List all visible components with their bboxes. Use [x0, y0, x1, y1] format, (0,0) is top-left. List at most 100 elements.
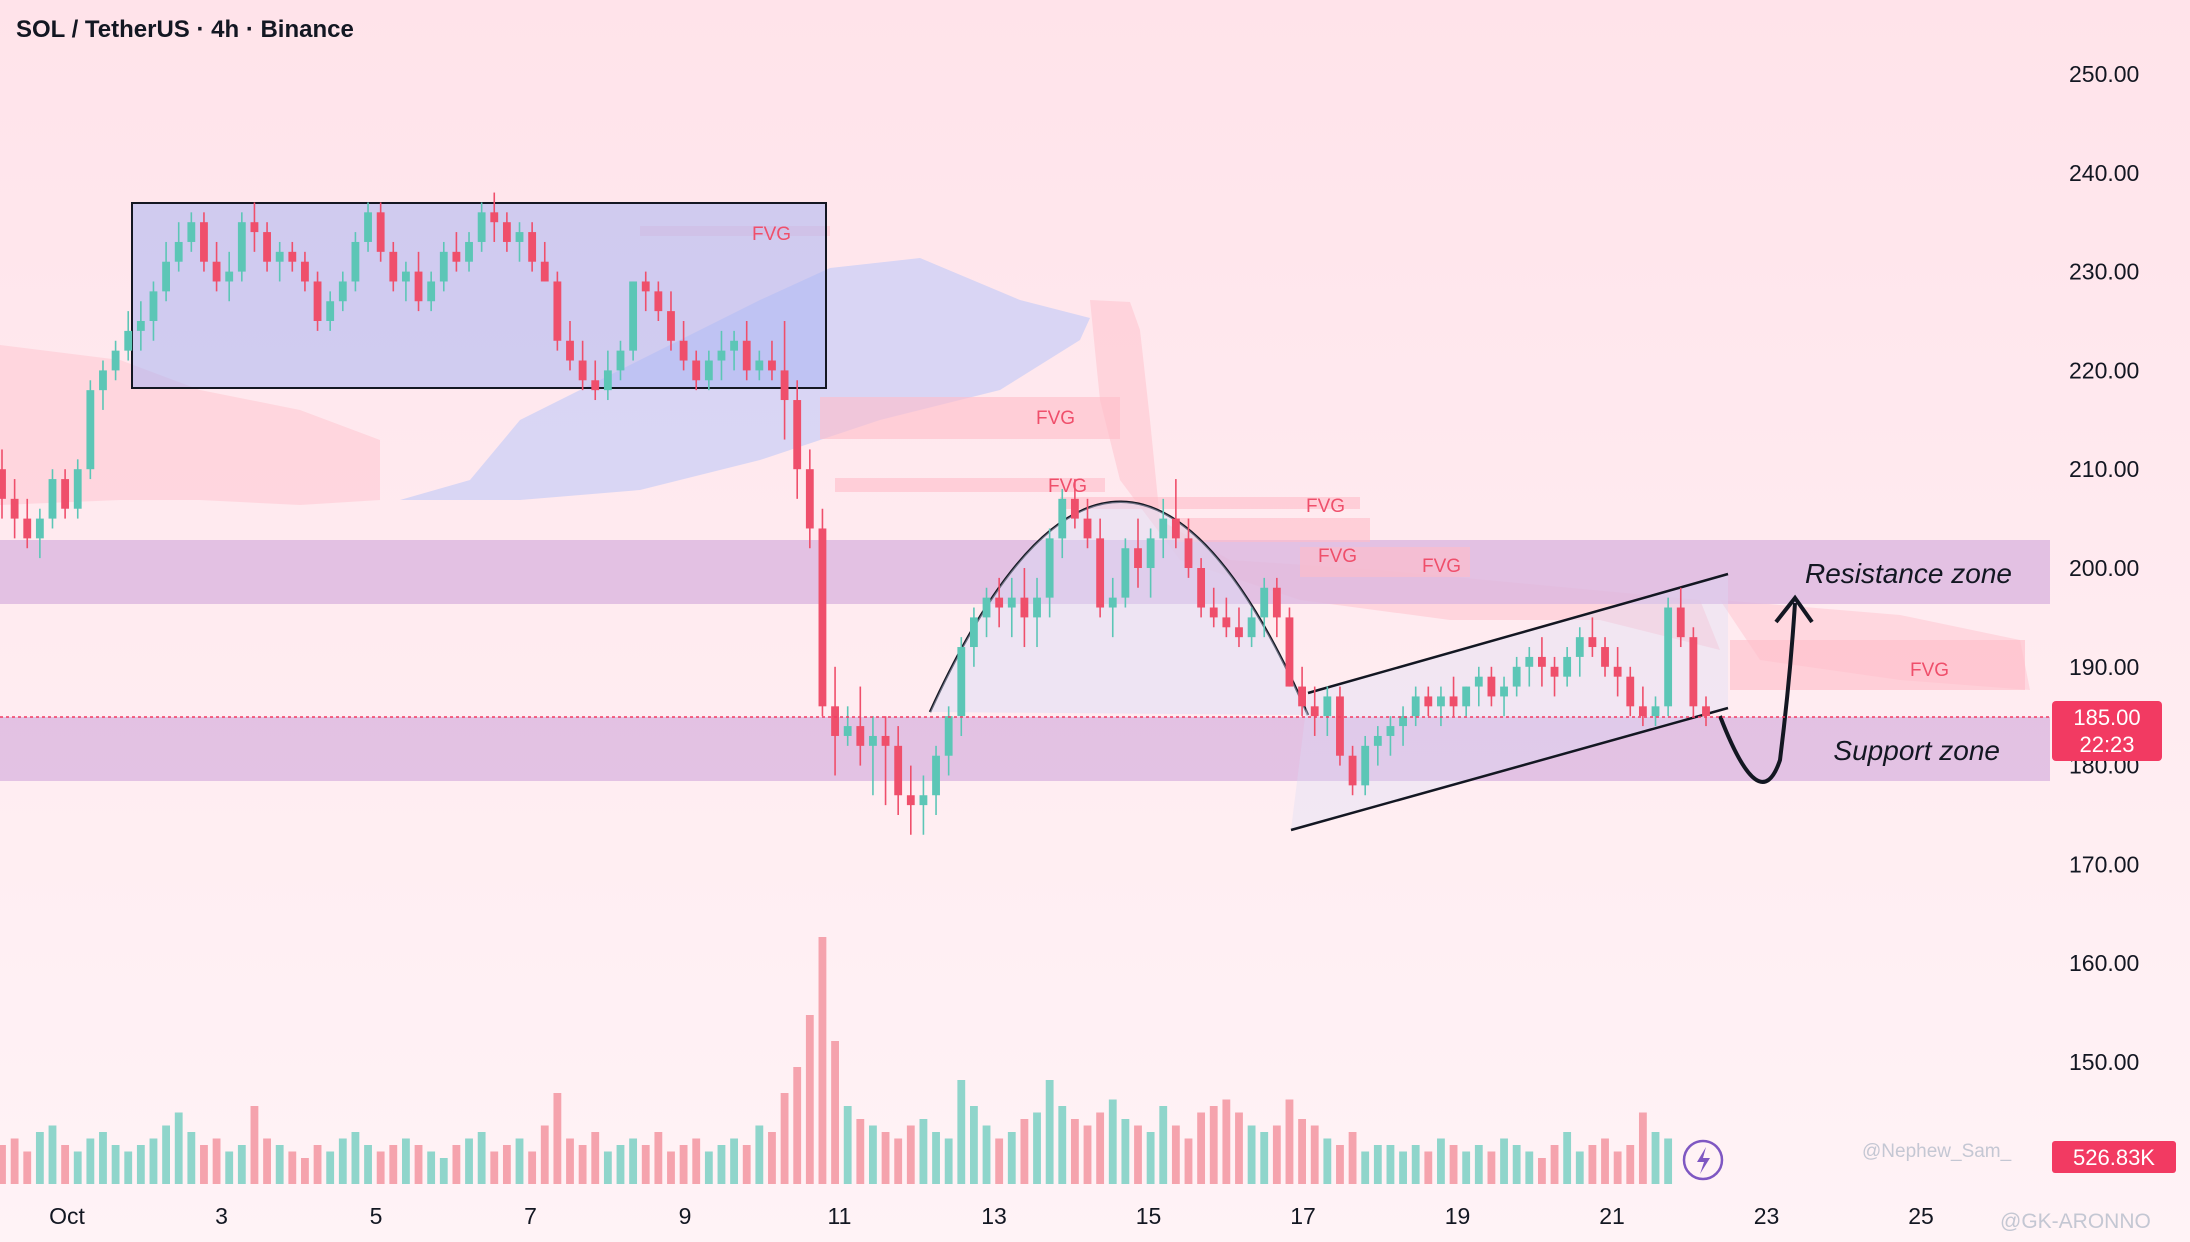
fvg-box-4: [1060, 497, 1360, 509]
candle: [1474, 666, 1483, 707]
candle: [490, 192, 499, 242]
candle: [1702, 696, 1710, 727]
candle: [1487, 666, 1496, 707]
time-axis[interactable]: Oct 3 5 7 9 11 13 15 17 19 21 23 25: [49, 1203, 1934, 1229]
volume-bar: [843, 1106, 852, 1184]
candle-body: [515, 232, 524, 242]
support-zone[interactable]: [0, 717, 2050, 781]
candle: [1134, 518, 1142, 588]
time-tick-label: 3: [215, 1203, 228, 1229]
candle: [1310, 686, 1319, 736]
volume-bar: [162, 1125, 171, 1184]
volume-bar: [502, 1145, 511, 1184]
time-tick-label: 21: [1599, 1203, 1625, 1229]
rounding-top-fill: [930, 501, 1308, 715]
candle-body: [490, 212, 499, 223]
volume-bar: [376, 1151, 385, 1184]
volume-bar: [1449, 1145, 1458, 1184]
candle: [654, 281, 663, 321]
channel-upper-line[interactable]: [1307, 572, 1729, 695]
lightning-icon[interactable]: [1682, 1139, 1724, 1181]
price-axis[interactable]: 250.00 240.00 230.00 220.00 210.00 200.00 190.…: [2069, 61, 2139, 1075]
candle-body: [1159, 518, 1168, 539]
candle-body: [1462, 686, 1471, 707]
candle-body: [427, 281, 436, 302]
candle: [338, 271, 347, 312]
volume-bar: [704, 1151, 713, 1184]
time-tick-label: 5: [370, 1203, 383, 1229]
volume-bar: [919, 1119, 928, 1184]
candle: [313, 271, 322, 331]
candle: [1424, 686, 1433, 717]
candle: [1462, 686, 1471, 717]
fvg-box-2: [820, 397, 1120, 439]
volume-bar: [982, 1125, 991, 1184]
candle: [768, 340, 776, 381]
volume-bar: [401, 1138, 410, 1184]
candle-body: [1386, 726, 1395, 736]
cloud-red-left: [0, 345, 380, 505]
candle-body: [1626, 676, 1635, 707]
volume-bar: [200, 1145, 208, 1184]
candle: [61, 469, 70, 519]
candle: [717, 330, 726, 381]
candle: [452, 232, 461, 272]
candle: [1272, 577, 1281, 638]
time-tick-label: 25: [1908, 1203, 1934, 1229]
candle: [439, 241, 448, 292]
candle-body: [10, 498, 19, 519]
candle: [1638, 686, 1647, 727]
candle: [1096, 518, 1105, 618]
projection-curve[interactable]: [1718, 602, 1797, 784]
candle-body: [603, 370, 612, 391]
candle: [957, 637, 966, 736]
candle-body: [477, 212, 486, 242]
candle: [1197, 558, 1206, 618]
volume-bar: [1399, 1151, 1407, 1184]
candle-body: [35, 518, 44, 539]
volume-bar: [1146, 1132, 1155, 1184]
candle-body: [301, 261, 309, 282]
volume-bar: [136, 1145, 145, 1184]
candle-body: [818, 528, 827, 707]
candle: [326, 291, 335, 331]
channel-fill: [1291, 574, 1728, 830]
candle: [755, 350, 764, 381]
candle-body: [1588, 637, 1597, 648]
fvg-label-5: FVG: [1318, 546, 1357, 567]
volume-bar: [578, 1145, 587, 1184]
candle-body: [704, 360, 713, 381]
price-tick-label: 200.00: [2069, 555, 2139, 581]
channel-lower-line[interactable]: [1290, 706, 1729, 832]
candle: [641, 271, 650, 312]
volume-bar: [288, 1151, 297, 1184]
candle-body: [73, 469, 82, 509]
candle: [1146, 528, 1155, 598]
candle: [288, 241, 297, 272]
candle: [1058, 488, 1067, 559]
price-tick-label: 170.00: [2069, 851, 2139, 877]
candle-body: [831, 706, 839, 736]
volume-bar: [603, 1151, 612, 1184]
candle: [212, 241, 221, 292]
volume-bar: [1310, 1125, 1319, 1184]
volume-bar: [99, 1132, 107, 1184]
fvg-label-2: FVG: [1036, 408, 1075, 429]
volume-bar: [35, 1132, 44, 1184]
candle-body: [1487, 676, 1496, 697]
candle: [919, 775, 928, 835]
candle-body: [780, 370, 789, 401]
candle-body: [1197, 568, 1206, 608]
volume-bar: [831, 1041, 839, 1184]
candle: [629, 281, 638, 361]
volume-bar: [1209, 1106, 1218, 1184]
candle-body: [692, 360, 701, 381]
candle: [1689, 627, 1698, 717]
volume-bar: [61, 1145, 70, 1184]
candle: [831, 666, 839, 776]
volume-bar: [490, 1151, 499, 1184]
volume-bar: [869, 1125, 877, 1184]
candle-body: [932, 755, 940, 796]
